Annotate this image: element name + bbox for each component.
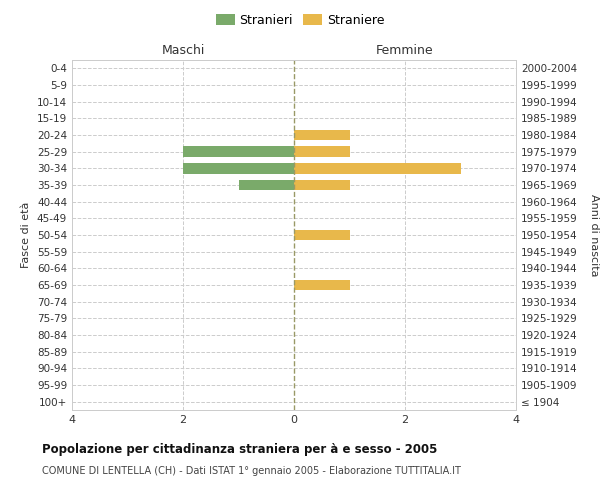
- Bar: [183, 163, 294, 174]
- Bar: [294, 180, 349, 190]
- Y-axis label: Anni di nascita: Anni di nascita: [589, 194, 599, 276]
- Bar: [183, 146, 294, 157]
- Text: Femmine: Femmine: [376, 44, 434, 57]
- Text: COMUNE DI LENTELLA (CH) - Dati ISTAT 1° gennaio 2005 - Elaborazione TUTTITALIA.I: COMUNE DI LENTELLA (CH) - Dati ISTAT 1° …: [42, 466, 461, 476]
- Bar: [294, 280, 349, 290]
- Y-axis label: Fasce di età: Fasce di età: [22, 202, 31, 268]
- Text: Maschi: Maschi: [161, 44, 205, 57]
- Bar: [294, 146, 349, 157]
- Bar: [239, 180, 294, 190]
- Bar: [294, 130, 349, 140]
- Bar: [294, 230, 349, 240]
- Text: Popolazione per cittadinanza straniera per à e sesso - 2005: Popolazione per cittadinanza straniera p…: [42, 442, 437, 456]
- Legend: Stranieri, Straniere: Stranieri, Straniere: [211, 8, 389, 32]
- Bar: [294, 163, 461, 174]
